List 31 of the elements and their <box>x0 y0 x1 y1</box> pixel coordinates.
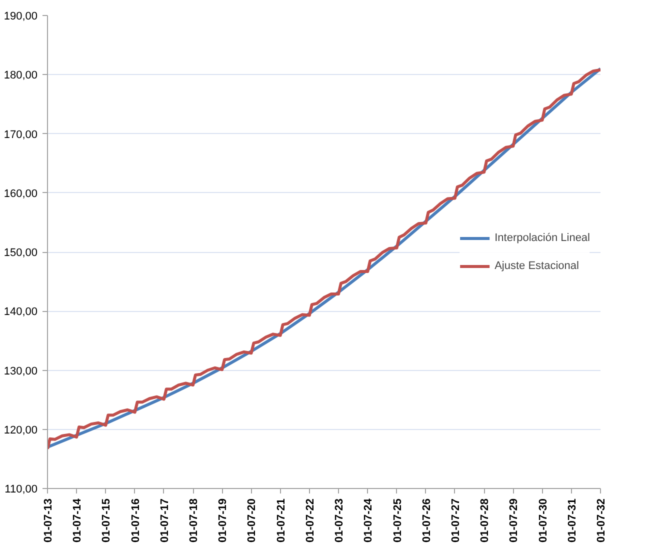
x-tick-label: 01-07-19 <box>217 498 230 543</box>
y-tick-label: 160,00 <box>4 188 38 200</box>
y-tick-label: 110,00 <box>4 484 38 496</box>
x-tick-label: 01-07-20 <box>246 498 258 543</box>
y-tick-label: 150,00 <box>4 247 38 259</box>
x-tick-label: 01-07-16 <box>130 498 142 543</box>
y-tick-label: 190,00 <box>4 10 38 22</box>
x-tick-label: 01-07-23 <box>334 498 346 543</box>
x-tick-label: 01-07-27 <box>450 498 462 543</box>
legend-label: Ajuste Estacional <box>494 260 579 272</box>
x-tick-label: 01-07-14 <box>72 498 84 543</box>
y-tick-label: 130,00 <box>4 365 38 378</box>
x-tick-label: 01-07-21 <box>275 498 288 543</box>
x-tick-label: 01-07-30 <box>537 498 550 543</box>
legend-label: Interpolación Lineal <box>494 232 590 244</box>
y-tick-label: 170,00 <box>4 128 38 141</box>
x-tick-label: 01-07-26 <box>420 498 433 543</box>
x-tick-label: 01-07-13 <box>42 498 54 543</box>
x-tick-label: 01-07-15 <box>100 498 113 543</box>
x-tick-label: 01-07-24 <box>362 498 375 543</box>
x-tick-label: 01-07-29 <box>508 498 520 543</box>
x-tick-label: 01-07-18 <box>188 498 200 543</box>
x-tick-label: 01-07-31 <box>566 498 578 543</box>
y-tick-label: 140,00 <box>4 306 38 318</box>
y-tick-label: 120,00 <box>4 424 38 436</box>
x-tick-label: 01-07-17 <box>158 498 171 543</box>
x-tick-label: 01-07-32 <box>596 498 608 543</box>
x-tick-label: 01-07-28 <box>479 498 492 543</box>
y-tick-label: 180,00 <box>4 70 38 82</box>
x-tick-label: 01-07-25 <box>392 498 404 543</box>
x-tick-label: 01-07-22 <box>304 498 316 543</box>
